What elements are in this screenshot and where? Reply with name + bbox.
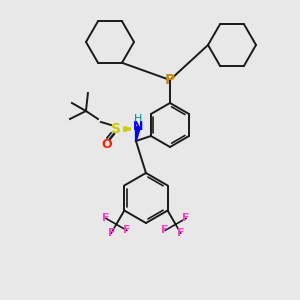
Text: F: F: [177, 228, 184, 238]
Text: O: O: [102, 137, 112, 151]
Polygon shape: [136, 127, 140, 141]
Text: F: F: [107, 228, 115, 238]
Text: H: H: [134, 114, 142, 124]
Text: F: F: [182, 213, 190, 224]
Text: P: P: [165, 73, 175, 87]
Text: N: N: [133, 121, 143, 134]
Text: F: F: [123, 225, 130, 236]
Text: F: F: [161, 225, 169, 236]
Text: S: S: [111, 122, 121, 136]
Text: F: F: [102, 213, 110, 224]
